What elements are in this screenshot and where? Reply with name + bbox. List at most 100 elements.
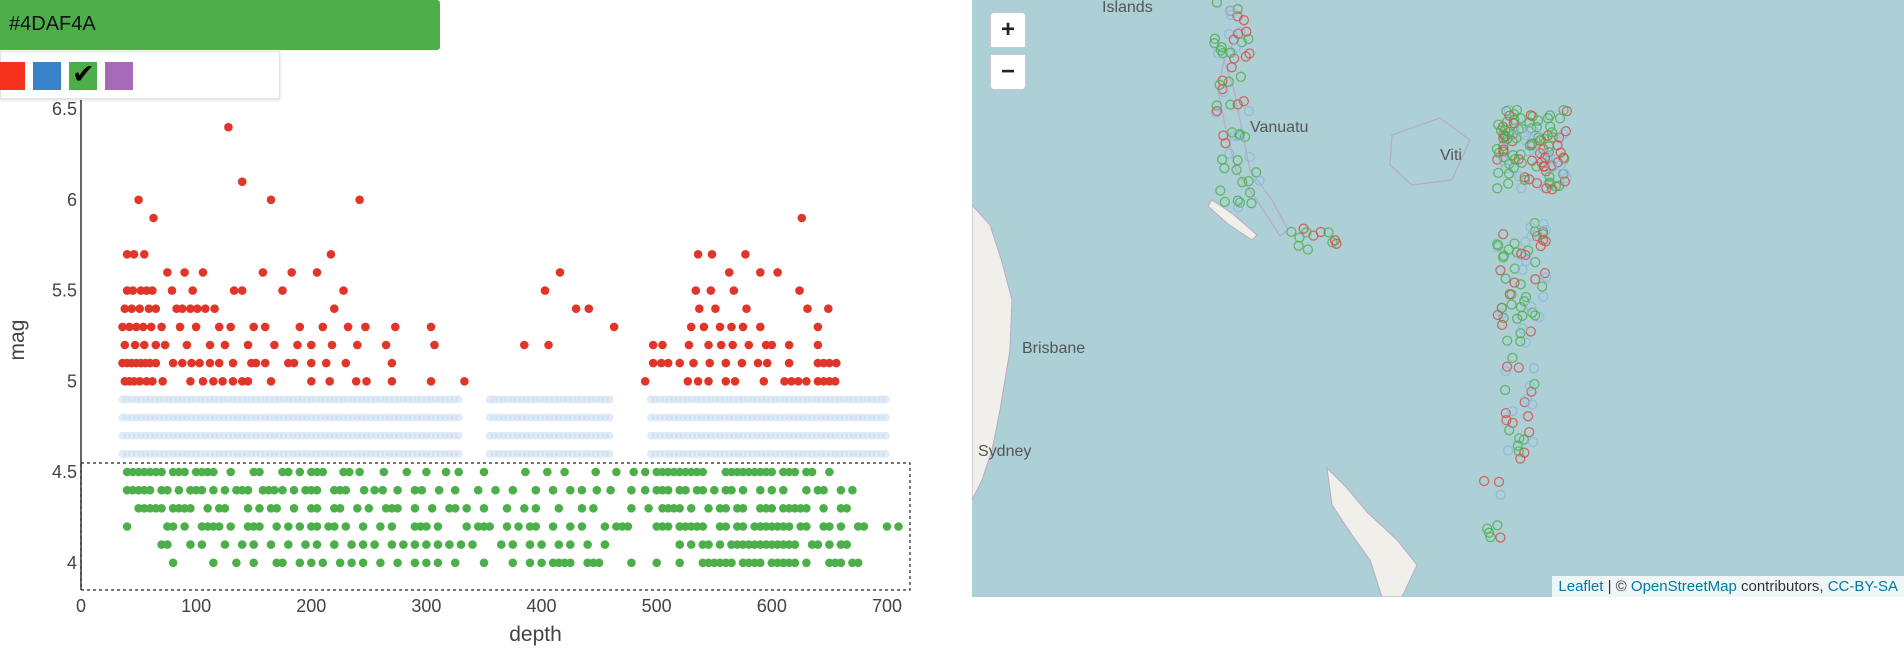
swatch-red[interactable] — [0, 62, 25, 90]
earthquake-marker — [1544, 110, 1556, 121]
green-point — [836, 522, 846, 531]
earthquake-marker — [1515, 113, 1526, 124]
earthquake-marker — [1251, 167, 1262, 178]
green-point — [249, 558, 258, 568]
earthquake-marker — [1231, 164, 1242, 175]
green-point — [330, 522, 339, 531]
red-point — [307, 340, 316, 350]
earthquake-marker — [1519, 174, 1530, 186]
green-point — [577, 504, 587, 513]
green-point — [704, 504, 713, 513]
faded-point — [881, 431, 890, 440]
green-point — [450, 504, 460, 513]
scatter-plot[interactable]: 4 4.5 5 5.5 6 6.5 0 100 200 300 400 500 600 700 depth m… — [0, 0, 962, 662]
map-canvas[interactable]: Islands Vanuatu Viti Brisbane Sydney — [972, 0, 1904, 597]
earthquake-marker — [1504, 289, 1515, 300]
green-point — [566, 558, 575, 568]
earthquake-marker — [1498, 152, 1509, 163]
earthquake-marker — [1513, 171, 1525, 182]
green-point — [521, 467, 530, 477]
red-point — [707, 250, 717, 259]
earthquake-marker — [1498, 228, 1509, 240]
green-point — [422, 467, 431, 477]
earthquake-marker — [1517, 264, 1528, 275]
earthquake-marker — [1225, 47, 1236, 58]
red-point — [195, 358, 204, 368]
osm-link[interactable]: OpenStreetMap — [1630, 578, 1737, 595]
map-panel[interactable]: Islands Vanuatu Viti Brisbane Sydney + − Lea… — [972, 0, 1904, 597]
zoom-out-button[interactable]: − — [990, 54, 1026, 90]
earthquake-marker — [1211, 100, 1222, 111]
red-point — [148, 286, 157, 295]
swatch-blue[interactable] — [33, 62, 61, 90]
red-point — [341, 358, 351, 368]
earthquake-marker — [1493, 240, 1504, 251]
red-point — [683, 377, 693, 386]
red-point — [158, 377, 167, 386]
red-point — [430, 340, 439, 350]
earthquake-marker — [1538, 218, 1549, 230]
earthquake-marker — [1504, 425, 1515, 436]
red-point — [362, 377, 371, 386]
red-point — [278, 286, 287, 295]
green-point — [450, 485, 460, 495]
red-point — [198, 268, 208, 277]
red-point — [460, 377, 469, 386]
license-link[interactable]: CC-BY-SA — [1827, 578, 1898, 595]
green-point — [652, 558, 661, 568]
earthquake-marker — [1216, 154, 1228, 165]
green-point — [402, 467, 412, 477]
earthquake-marker — [1493, 119, 1504, 130]
red-point — [544, 340, 553, 350]
label-viti: Viti — [1440, 147, 1462, 164]
earthquake-marker — [1493, 167, 1504, 179]
earthquake-marker — [1495, 265, 1506, 276]
y-tick-label: 4 — [67, 553, 77, 573]
earthquake-marker — [1514, 433, 1525, 444]
swatch-green[interactable]: ✔ — [69, 59, 97, 90]
earthquake-marker — [1491, 239, 1503, 250]
earthquake-marker — [1555, 147, 1566, 158]
green-point — [454, 467, 464, 477]
green-point — [220, 540, 230, 549]
green-point — [819, 504, 828, 513]
green-point — [508, 485, 518, 495]
green-point — [422, 540, 431, 549]
green-point — [393, 504, 402, 513]
attribution-contributors: contributors, — [1736, 578, 1828, 595]
earthquake-marker — [1238, 15, 1250, 26]
green-point — [243, 485, 253, 495]
zoom-in-button[interactable]: + — [990, 12, 1026, 48]
red-point — [140, 250, 149, 259]
green-point — [594, 558, 604, 568]
red-point — [186, 304, 195, 314]
earthquake-marker — [1527, 111, 1538, 122]
swatch-purple[interactable] — [105, 62, 133, 90]
green-point — [359, 485, 369, 495]
red-point — [146, 322, 156, 332]
leaflet-link[interactable]: Leaflet — [1558, 578, 1604, 595]
green-point — [249, 540, 258, 549]
green-point — [566, 522, 575, 531]
earthquake-marker — [1502, 445, 1514, 456]
red-point — [555, 268, 565, 277]
red-point — [715, 322, 725, 332]
new-zealand-landmass — [1326, 466, 1418, 597]
green-point — [779, 485, 788, 495]
color-value-header[interactable]: #4DAF4A — [0, 0, 440, 50]
earthquake-marker — [1513, 446, 1524, 457]
red-point — [658, 340, 667, 350]
earthquake-marker — [1502, 335, 1513, 346]
earthquake-marker — [1517, 323, 1528, 334]
vanuatu-outline — [1217, 57, 1289, 237]
red-point — [699, 322, 709, 332]
label-islands: Islands — [1102, 0, 1153, 16]
green-point — [468, 540, 477, 549]
earthquake-marker — [1531, 128, 1542, 139]
green-point — [243, 504, 253, 513]
earthquake-marker — [1504, 110, 1515, 121]
green-point — [462, 522, 472, 531]
earthquake-marker — [1232, 99, 1243, 110]
red-point — [289, 358, 299, 368]
faded-point — [454, 413, 463, 422]
